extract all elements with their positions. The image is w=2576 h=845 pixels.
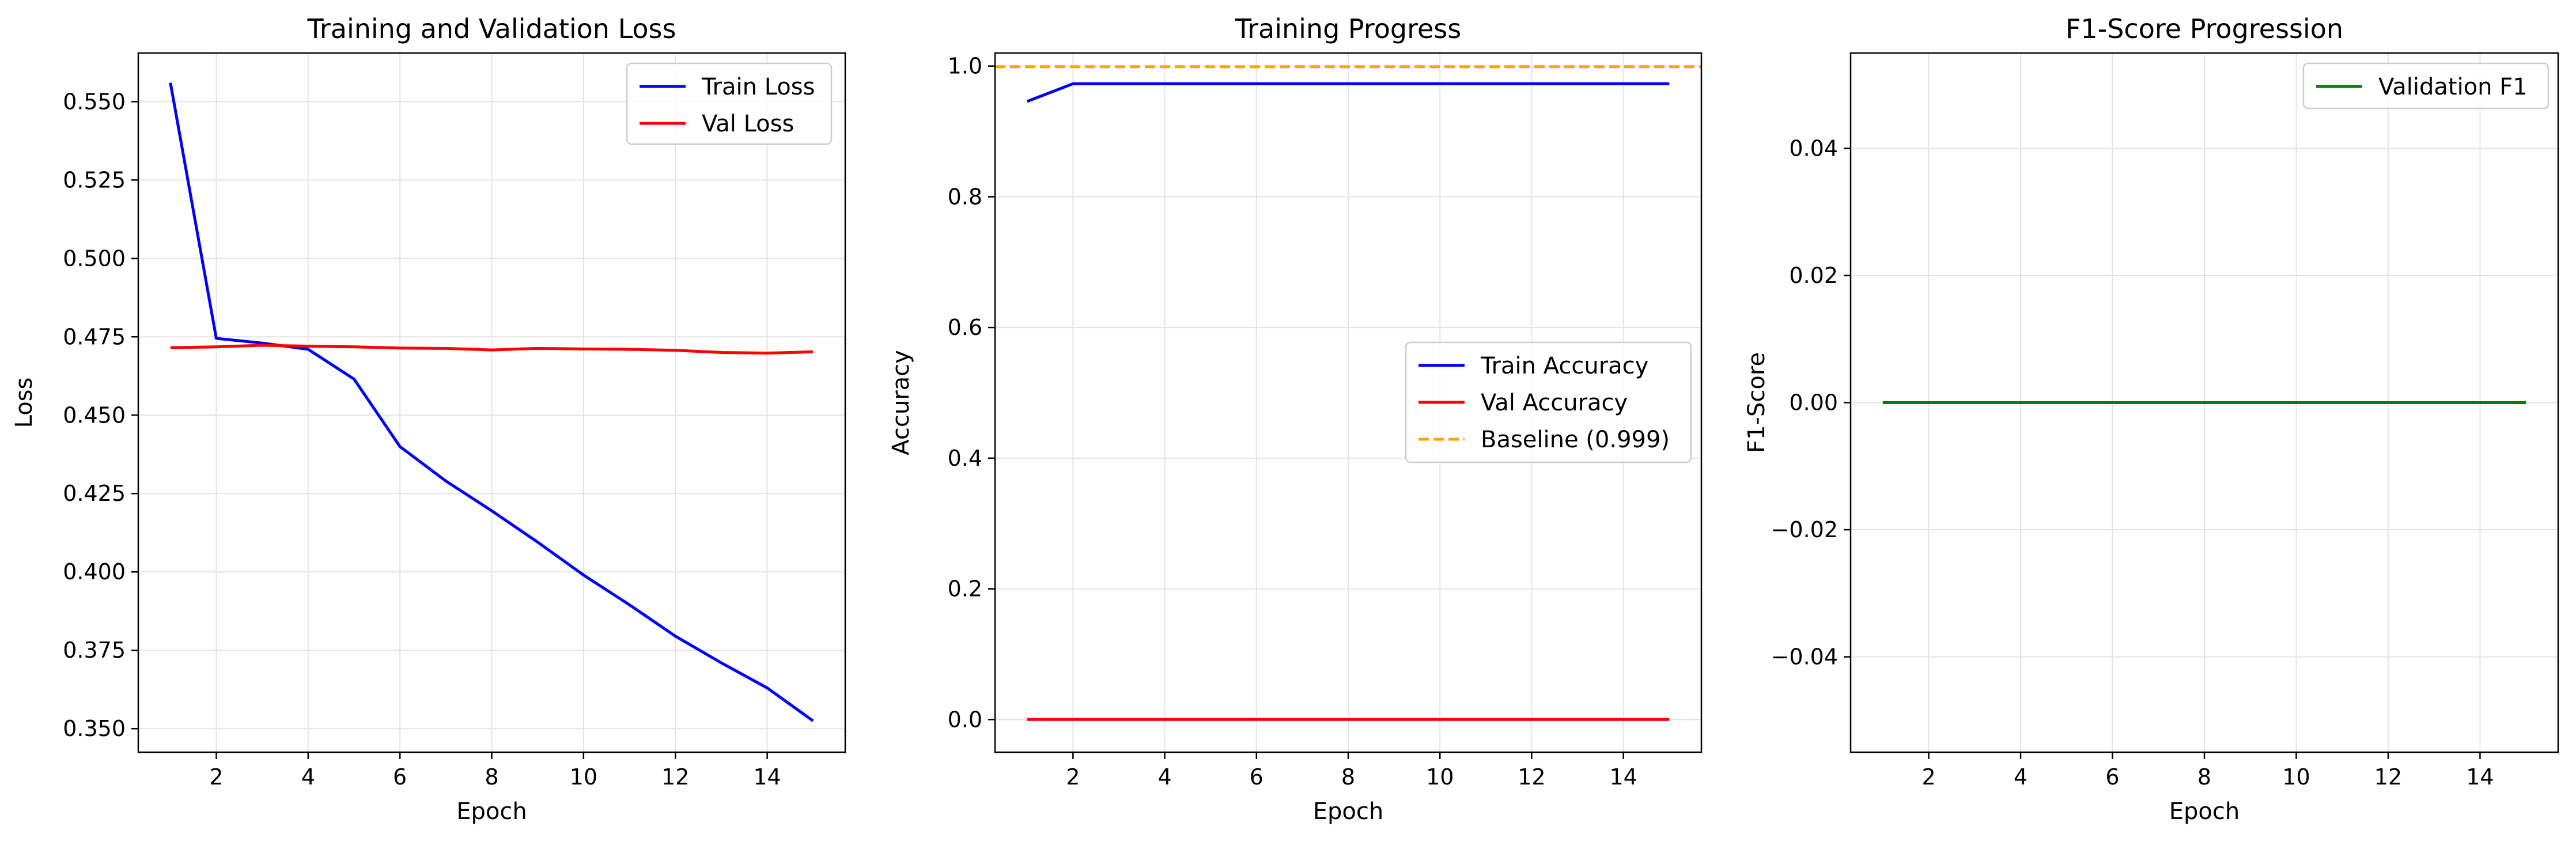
x-axis-label: Epoch <box>1313 798 1383 825</box>
y-tick-label: 0.2 <box>948 576 982 602</box>
y-tick-label: 0.475 <box>63 324 126 349</box>
legend-label: Val Loss <box>702 111 794 137</box>
x-tick-label: 8 <box>485 764 498 790</box>
y-tick-label: 0.6 <box>948 315 982 340</box>
y-tick-label: 0.500 <box>63 246 126 271</box>
legend-box <box>1405 341 1692 463</box>
x-tick-label: 4 <box>1158 764 1171 790</box>
y-tick-label: 0.375 <box>63 637 126 663</box>
chart-title: Training Progress <box>1235 13 1461 44</box>
legend-label: Baseline (0.999) <box>1481 427 1670 453</box>
y-tick-label: −0.02 <box>1771 517 1838 542</box>
legend-label: Train Accuracy <box>1480 353 1648 379</box>
y-tick-label: 0.400 <box>63 559 126 584</box>
x-tick-label: 12 <box>1518 764 1545 790</box>
x-tick-label: 10 <box>570 764 597 790</box>
x-tick-label: 2 <box>209 764 223 790</box>
chart-panel-2: 2 4 6 8 10 12 14 0.0 0.2 0.4 0.6 0.8 1.0 Training Pro… <box>888 13 1703 825</box>
x-tick-label: 12 <box>661 764 689 790</box>
legend-entry: Val Accuracy <box>1418 390 1628 416</box>
y-axis-label: Accuracy <box>888 350 914 455</box>
legend-box <box>2302 62 2549 110</box>
legend-entry: Validation F1 <box>2316 74 2528 100</box>
x-tick-label: 4 <box>301 764 315 790</box>
x-tick-label: 10 <box>2282 764 2310 790</box>
series-group <box>169 82 814 722</box>
chart-title: Training and Validation Loss <box>307 13 676 44</box>
x-tick-label: 14 <box>753 764 781 790</box>
x-tick-label: 10 <box>1426 764 1454 790</box>
legend-entry: Val Loss <box>640 111 794 137</box>
legend-label: Train Loss <box>701 74 815 100</box>
x-tick-label: 4 <box>2014 764 2027 790</box>
legend-entry: Train Loss <box>640 74 815 100</box>
x-tick-label: 8 <box>2197 764 2211 790</box>
x-axis-label: Epoch <box>456 798 527 825</box>
x-tick-label: 14 <box>1609 764 1637 790</box>
x-tick-label: 6 <box>1250 764 1264 790</box>
chart-title: F1-Score Progression <box>2066 13 2343 44</box>
y-tick-label: 0.0 <box>948 707 982 732</box>
x-tick-label: 14 <box>2466 764 2494 790</box>
y-axis-label: Loss <box>11 378 37 428</box>
y-tick-label: 0.4 <box>948 446 982 471</box>
series-val-loss-line <box>170 344 814 355</box>
y-tick-label: 0.550 <box>63 89 126 114</box>
x-tick-label: 6 <box>393 764 407 790</box>
series-group <box>995 65 1701 721</box>
y-tick-label: 0.8 <box>948 184 982 209</box>
series-train-accuracy-line <box>1026 82 1670 103</box>
x-tick-label: 2 <box>1066 764 1080 790</box>
y-tick-label: 0.04 <box>1789 135 1838 161</box>
legend: Train Loss Val Loss <box>626 62 833 145</box>
legend: Validation F1 <box>2302 62 2549 110</box>
x-tick-label: 2 <box>1921 764 1935 790</box>
legend-entry: Baseline (0.999) <box>1418 427 1670 453</box>
y-tick-label: 1.0 <box>948 54 982 79</box>
x-axis-label: Epoch <box>2169 798 2240 825</box>
y-tick-label: 0.00 <box>1789 390 1838 416</box>
y-tick-label: −0.04 <box>1771 644 1838 670</box>
chart-panel-1: 2 4 6 8 10 12 14 0.350 0.375 0.400 0.425 0.450 0.475… <box>11 13 846 825</box>
y-axis-label: F1-Score <box>1743 352 1770 453</box>
y-tick-label: 0.350 <box>63 716 126 741</box>
y-tick-label: 0.425 <box>63 481 126 506</box>
y-tick-label: 0.02 <box>1789 263 1838 288</box>
legend: Train Accuracy Val Accuracy Baseline (0.99… <box>1405 341 1692 463</box>
y-tick-label: 0.450 <box>63 402 126 428</box>
y-tick-label: 0.525 <box>63 167 126 193</box>
x-tick-label: 12 <box>2374 764 2402 790</box>
x-tick-label: 8 <box>1341 764 1355 790</box>
chart-panel-3: 2 4 6 8 10 12 14 −0.04 −0.02 0.00 0.02 0.04 F1-Score… <box>1743 13 2559 825</box>
legend-label: Validation F1 <box>2378 74 2528 100</box>
legend-label: Val Accuracy <box>1481 390 1628 416</box>
legend-entry: Train Accuracy <box>1418 353 1648 379</box>
x-tick-label: 6 <box>2105 764 2119 790</box>
